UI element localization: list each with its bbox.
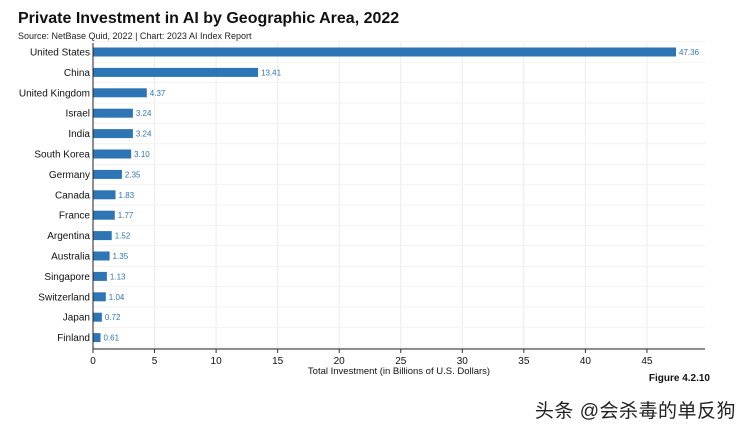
category-label: United Kingdom	[19, 88, 90, 99]
bar	[93, 88, 147, 98]
bar	[93, 210, 115, 220]
watermark: 头条 @会杀毒的单反狗	[534, 401, 736, 422]
x-tick-label: 45	[641, 356, 653, 367]
value-label: 4.37	[150, 89, 166, 98]
chart-source: Source: NetBase Quid, 2022 | Chart: 2023…	[18, 31, 252, 41]
bar	[93, 271, 107, 281]
category-label: Israel	[66, 109, 90, 120]
bar	[93, 190, 116, 200]
bar	[93, 292, 106, 302]
x-tick-label: 20	[334, 356, 346, 367]
bar	[93, 149, 132, 159]
bar	[93, 67, 259, 77]
category-label: Singapore	[44, 272, 90, 283]
value-label: 1.35	[113, 252, 129, 261]
x-tick-label: 25	[395, 356, 407, 367]
category-label: Argentina	[47, 231, 90, 242]
x-axis-label: Total Investment (in Billions of U.S. Do…	[308, 366, 490, 377]
category-label: China	[64, 68, 91, 79]
bar	[93, 231, 112, 241]
bar	[93, 108, 133, 118]
category-label: Japan	[63, 313, 90, 324]
x-tick-label: 10	[211, 356, 223, 367]
axes: 0 5 10 15 20 25 30 35 40 45 United States China Unit…	[19, 43, 705, 367]
x-tick-label: 0	[90, 356, 96, 367]
value-label: 3.24	[136, 109, 152, 118]
value-label: 1.77	[118, 211, 134, 220]
value-label: 1.83	[119, 191, 135, 200]
x-tick-label: 35	[518, 356, 530, 367]
value-label: 3.10	[134, 150, 150, 159]
value-label: 0.72	[105, 313, 121, 322]
category-label: India	[68, 129, 90, 140]
x-tick-label: 40	[580, 356, 592, 367]
chart-title: Private Investment in AI by Geographic A…	[18, 10, 400, 27]
bar	[93, 312, 102, 322]
category-label: Canada	[55, 190, 90, 201]
value-label: 1.52	[115, 232, 131, 241]
value-label: 1.13	[110, 272, 126, 281]
bar	[93, 129, 133, 139]
value-label: 0.61	[104, 334, 120, 343]
category-label: Finland	[57, 333, 90, 344]
gridlines	[93, 41, 705, 349]
figure-label: Figure 4.2.10	[648, 373, 710, 384]
x-tick-label: 5	[152, 356, 158, 367]
category-label: United States	[30, 48, 90, 59]
category-label: South Korea	[34, 150, 90, 161]
value-label: 1.04	[109, 293, 125, 302]
category-label: Switzerland	[38, 292, 90, 303]
bar	[93, 333, 101, 343]
category-label: Australia	[51, 252, 90, 263]
x-tick-label: 15	[272, 356, 284, 367]
bar	[93, 47, 677, 57]
category-label: France	[59, 211, 91, 222]
bar	[93, 251, 110, 261]
x-tick-label: 30	[457, 356, 469, 367]
value-label: 3.24	[136, 130, 152, 139]
category-label: Germany	[49, 170, 90, 181]
bars: 47.36 13.41 4.37 3.24 3.24 3.10 2.35 1.83 1.77 1.…	[93, 47, 700, 343]
bar	[93, 169, 122, 179]
value-label: 2.35	[125, 170, 141, 179]
value-label: 47.36	[679, 48, 700, 57]
value-label: 13.41	[261, 68, 282, 77]
